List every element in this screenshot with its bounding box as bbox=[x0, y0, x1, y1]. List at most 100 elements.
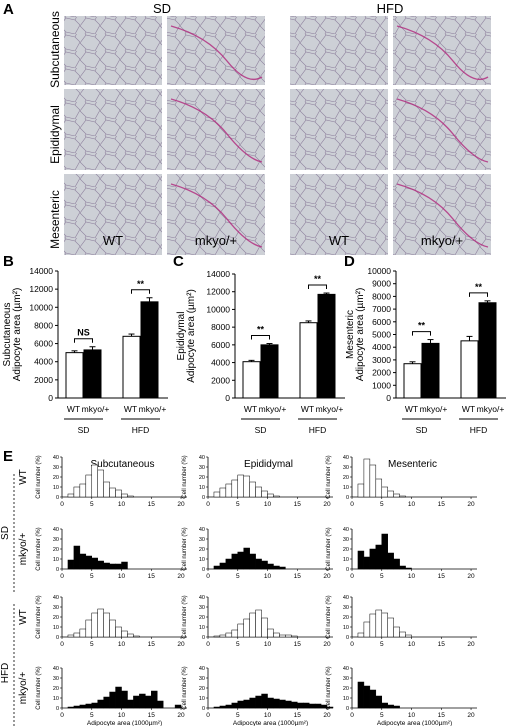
y-axis-label-epididymal-hfd-wt: Cell number (%) bbox=[182, 595, 188, 638]
y-tick-label-mesenteric-sd-mkyo-40: 40 bbox=[343, 527, 349, 533]
significance-label-D-sd: ** bbox=[418, 321, 426, 331]
bar-chart-mesenteric: D 0 1000 2000 3000 4000 5000 6000 7000 8000 9000 10… bbox=[344, 253, 506, 435]
y-tick-label-D-2000: 2000 bbox=[372, 368, 391, 378]
y-axis-label-B-0: Subcutaneous bbox=[2, 303, 13, 367]
y-tick-label-C-2000: 2000 bbox=[211, 375, 230, 385]
x-tick-label-subcutaneous-sd-mkyo-20: 20 bbox=[177, 573, 185, 580]
stain-streak-epididymal-3 bbox=[396, 98, 489, 163]
y-tick-label-C-14000: 14000 bbox=[206, 269, 230, 279]
column-title-subcutaneous: Subcutaneous bbox=[91, 459, 155, 470]
y-tick-label-subcutaneous-sd-wt-30: 30 bbox=[53, 465, 59, 471]
x-tick-label-subcutaneous-sd-mkyo-0: 0 bbox=[60, 573, 64, 580]
x-tick-label-subcutaneous-hfd-mkyo-15: 15 bbox=[148, 712, 156, 719]
hist-bar-mesenteric-sd-mkyo-3 bbox=[369, 548, 377, 570]
hist-bar-subcutaneous-hfd-mkyo-2 bbox=[73, 705, 81, 709]
x-tick-label-mesenteric-sd-wt-10: 10 bbox=[408, 501, 416, 508]
x-bar-label-B-sd-wt: WT bbox=[67, 404, 80, 414]
y-tick-label-D-10000: 10000 bbox=[367, 266, 391, 276]
micrograph-subcutaneous-hfd-wt bbox=[290, 16, 388, 85]
y-tick-label-epididymal-sd-wt-0: 0 bbox=[202, 495, 205, 501]
hist-bar-epididymal-hfd-mkyo-11 bbox=[273, 698, 280, 709]
x-tick-label-epididymal-sd-mkyo-0: 0 bbox=[206, 573, 210, 580]
hist-bar-mesenteric-sd-wt-7 bbox=[393, 493, 400, 498]
hist-bar-epididymal-hfd-wt-11 bbox=[273, 632, 280, 638]
x-tick-label-epididymal-sd-wt-0: 0 bbox=[206, 501, 210, 508]
bar-B-sd-wt bbox=[65, 352, 84, 399]
hist-bar-epididymal-hfd-wt-1 bbox=[213, 635, 221, 638]
micrograph-subcutaneous-hfd-mkyo bbox=[393, 16, 491, 85]
hist-bar-epididymal-sd-wt-6 bbox=[243, 475, 250, 498]
y-tick-label-mesenteric-sd-wt-40: 40 bbox=[343, 455, 349, 461]
hist-bar-subcutaneous-sd-mkyo-5 bbox=[91, 557, 98, 570]
y-tick-label-D-1000: 1000 bbox=[372, 380, 391, 390]
y-tick-label-mesenteric-sd-wt-30: 30 bbox=[343, 465, 349, 471]
y-tick-label-subcutaneous-hfd-mkyo-10: 10 bbox=[53, 696, 59, 702]
x-tick-label-epididymal-sd-mkyo-15: 15 bbox=[294, 573, 302, 580]
bar-C-sd-mkyo bbox=[260, 344, 279, 399]
hist-bar-subcutaneous-hfd-mkyo-15 bbox=[151, 690, 158, 709]
y-tick-label-epididymal-sd-mkyo-0: 0 bbox=[202, 567, 205, 573]
hist-bar-subcutaneous-sd-wt-7 bbox=[103, 481, 110, 498]
hist-bar-subcutaneous-sd-mkyo-7 bbox=[103, 562, 110, 570]
x-tick-label-subcutaneous-sd-wt-5: 5 bbox=[90, 501, 94, 508]
y-tick-label-subcutaneous-hfd-wt-10: 10 bbox=[53, 625, 59, 631]
group-label-D-hfd: HFD bbox=[470, 425, 487, 435]
x-tick-label-epididymal-hfd-wt-0: 0 bbox=[206, 641, 210, 648]
hist-bar-subcutaneous-sd-mkyo-6 bbox=[97, 560, 104, 570]
x-tick-label-mesenteric-hfd-mkyo-15: 15 bbox=[438, 712, 446, 719]
hist-bar-epididymal-hfd-mkyo-2 bbox=[219, 705, 227, 709]
hist-bar-mesenteric-sd-mkyo-8 bbox=[399, 565, 406, 570]
hist-bar-epididymal-sd-wt-9 bbox=[261, 490, 268, 498]
y-tick-label-epididymal-sd-mkyo-40: 40 bbox=[199, 527, 205, 533]
hist-bar-epididymal-sd-mkyo-1 bbox=[213, 565, 221, 570]
hist-bar-epididymal-sd-wt-7 bbox=[249, 481, 256, 498]
panel-label-c: C bbox=[173, 253, 184, 270]
y-tick-label-epididymal-sd-mkyo-20: 20 bbox=[199, 547, 205, 553]
hist-bar-mesenteric-hfd-wt-9 bbox=[405, 634, 412, 638]
hist-bar-subcutaneous-hfd-wt-8 bbox=[109, 619, 116, 638]
y-tick-label-mesenteric-hfd-wt-20: 20 bbox=[343, 615, 349, 621]
panel-label-d: D bbox=[344, 253, 355, 270]
y-tick-label-epididymal-sd-wt-20: 20 bbox=[199, 475, 205, 481]
y-tick-label-epididymal-hfd-wt-40: 40 bbox=[199, 595, 205, 601]
hist-bar-epididymal-hfd-wt-9 bbox=[261, 617, 268, 638]
y-tick-label-epididymal-hfd-mkyo-0: 0 bbox=[202, 706, 205, 712]
panel-label-a: A bbox=[3, 1, 14, 18]
hist-bar-mesenteric-sd-mkyo-6 bbox=[387, 552, 394, 570]
x-tick-label-epididymal-sd-mkyo-20: 20 bbox=[323, 573, 331, 580]
x-bar-label-B-hfd-mkyo: mkyo/+ bbox=[139, 404, 167, 414]
y-tick-label-epididymal-hfd-wt-10: 10 bbox=[199, 625, 205, 631]
hist-bar-epididymal-hfd-mkyo-15 bbox=[297, 702, 304, 709]
x-tick-label-mesenteric-hfd-mkyo-20: 20 bbox=[467, 712, 475, 719]
x-tick-label-mesenteric-hfd-wt-15: 15 bbox=[438, 641, 446, 648]
hist-bar-mesenteric-sd-wt-4 bbox=[375, 478, 383, 498]
hist-bar-mesenteric-sd-mkyo-9 bbox=[405, 567, 412, 570]
hist-bar-epididymal-hfd-wt-10 bbox=[267, 628, 274, 638]
x-tick-label-mesenteric-sd-wt-0: 0 bbox=[350, 501, 354, 508]
bar-chart-subcutaneous: B 0 2000 4000 6000 8000 10000 12000 14000 Subcuta… bbox=[2, 253, 168, 435]
hist-bar-epididymal-hfd-mkyo-16 bbox=[302, 702, 310, 709]
hist-bar-mesenteric-hfd-mkyo-2 bbox=[363, 685, 371, 709]
hist-bar-epididymal-hfd-mkyo-13 bbox=[285, 700, 292, 709]
x-bar-label-C-hfd-mkyo: mkyo/+ bbox=[316, 404, 344, 414]
y-tick-label-C-8000: 8000 bbox=[211, 322, 230, 332]
y-tick-label-C-12000: 12000 bbox=[206, 287, 230, 297]
hist-bar-mesenteric-hfd-mkyo-4 bbox=[375, 695, 383, 709]
x-tick-label-subcutaneous-hfd-wt-5: 5 bbox=[90, 641, 94, 648]
y-axis-label-D-1: Adipocyte area (µm²) bbox=[355, 288, 366, 382]
x-tick-label-mesenteric-sd-wt-5: 5 bbox=[380, 501, 384, 508]
stain-streak-subcutaneous-3 bbox=[396, 25, 489, 81]
x-tick-label-subcutaneous-sd-wt-0: 0 bbox=[60, 501, 64, 508]
hist-bar-subcutaneous-hfd-wt-10 bbox=[121, 630, 128, 638]
stain-streak-mesenteric-3 bbox=[396, 183, 489, 248]
hist-bar-subcutaneous-hfd-wt-11 bbox=[127, 633, 134, 638]
x-bar-label-C-hfd-wt: WT bbox=[301, 404, 314, 414]
diet-row-label-hfd: HFD bbox=[0, 663, 11, 684]
x-tick-label-mesenteric-hfd-mkyo-10: 10 bbox=[408, 712, 416, 719]
y-tick-label-mesenteric-sd-mkyo-0: 0 bbox=[346, 567, 349, 573]
hist-bar-epididymal-sd-wt-11 bbox=[273, 495, 280, 498]
micrograph-epididymal-hfd-wt bbox=[290, 89, 388, 170]
hist-bar-subcutaneous-sd-wt-3 bbox=[79, 483, 87, 498]
y-tick-label-B-4000: 4000 bbox=[34, 357, 53, 367]
y-tick-label-mesenteric-sd-mkyo-10: 10 bbox=[343, 557, 349, 563]
